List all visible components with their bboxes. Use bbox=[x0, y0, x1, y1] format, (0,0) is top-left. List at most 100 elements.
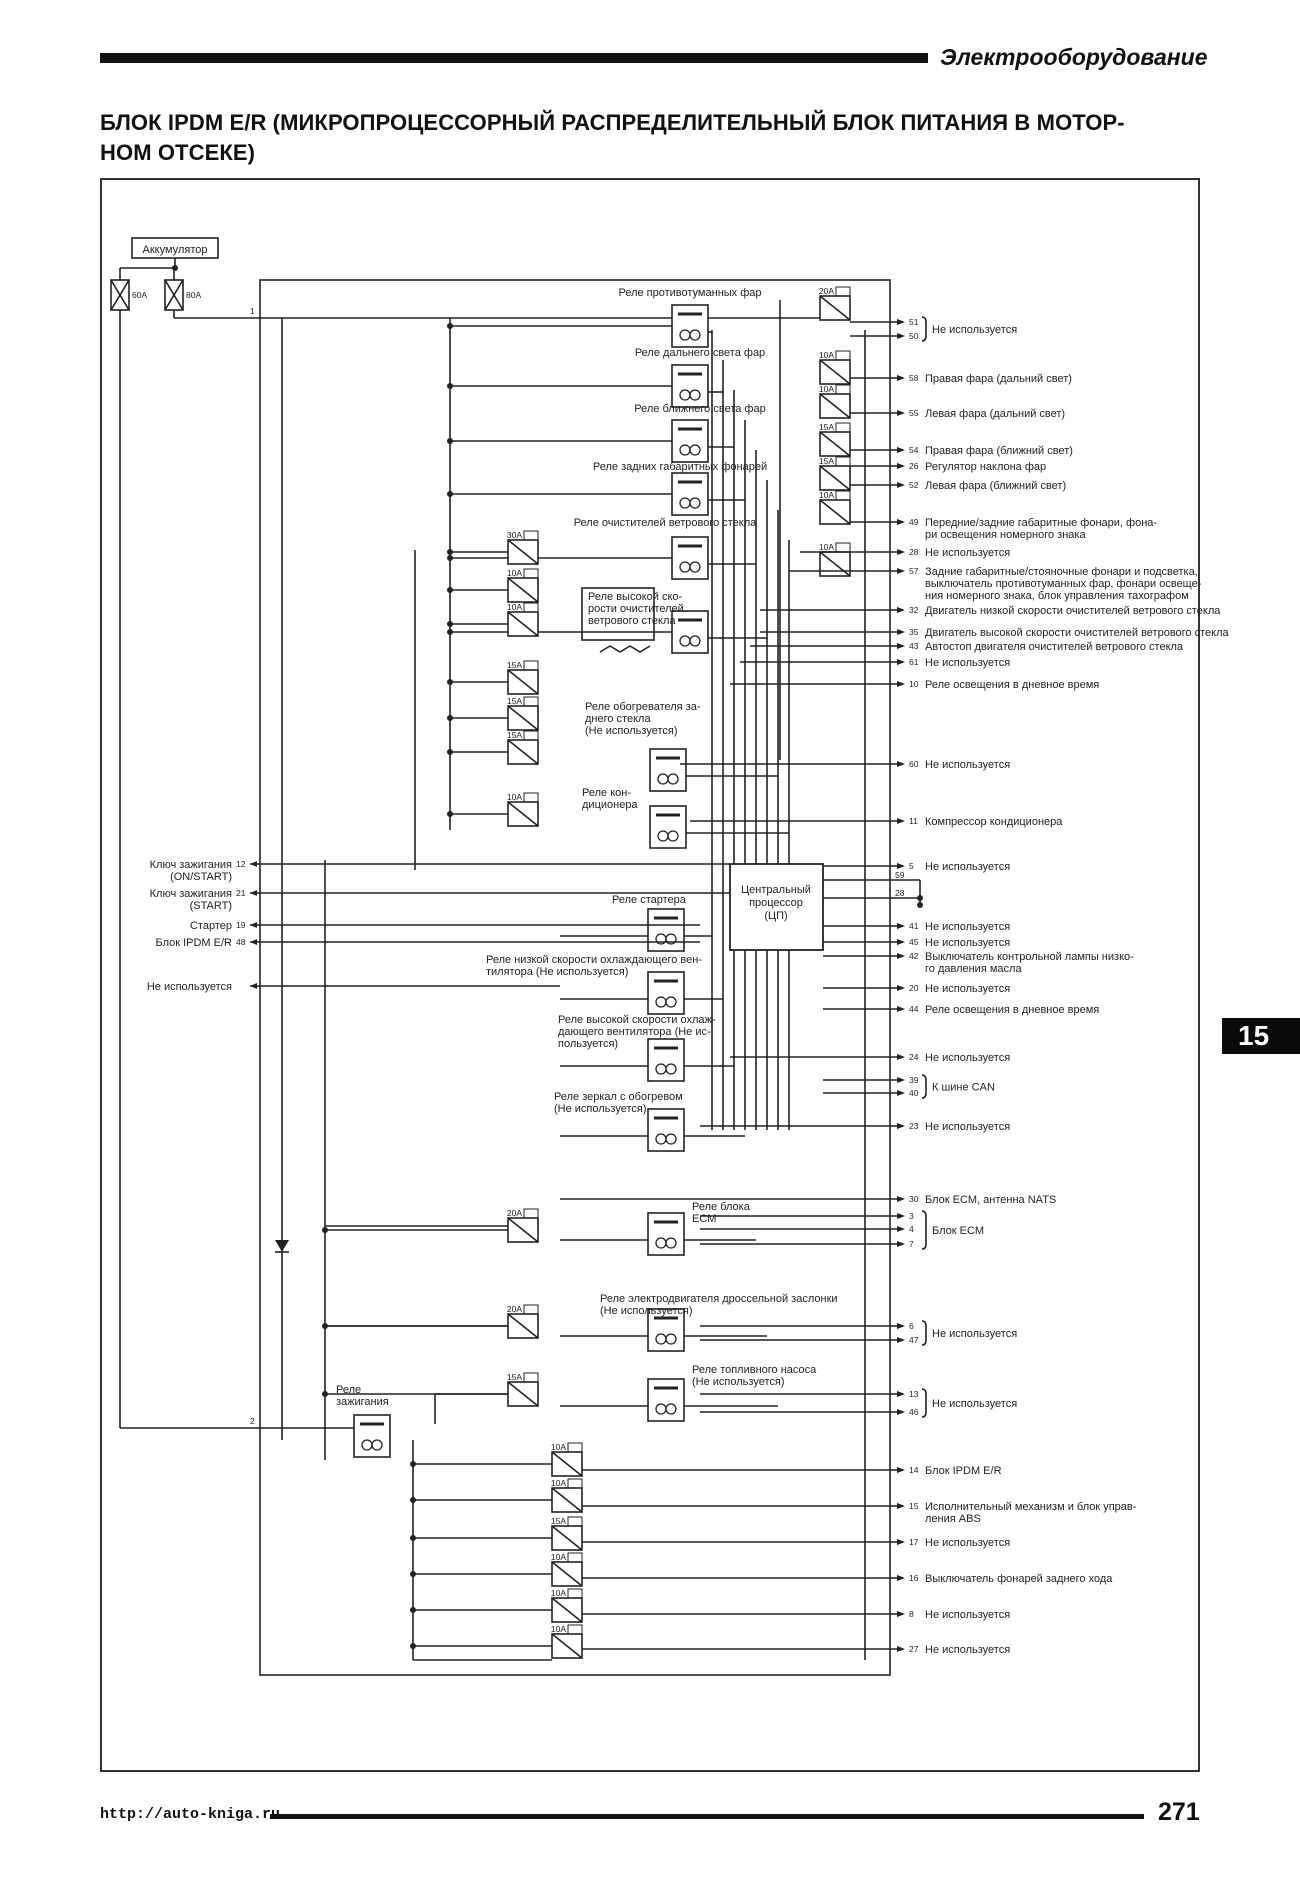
bracket bbox=[921, 1210, 927, 1250]
relay-label: ветрового стекла bbox=[588, 615, 676, 627]
fuse-rating: 15A bbox=[507, 660, 522, 670]
arrow-icon bbox=[897, 1226, 905, 1232]
relay-coil-icon bbox=[665, 1333, 677, 1345]
relay-label: Реле кон- bbox=[582, 787, 631, 799]
fuse-element bbox=[551, 1561, 583, 1587]
junction-dot bbox=[447, 438, 453, 444]
output-pin: 11 bbox=[909, 816, 918, 826]
fuse-number-box bbox=[835, 456, 851, 467]
junction-dot bbox=[447, 629, 453, 635]
output-label: Не используется bbox=[925, 547, 1010, 559]
arrow-icon bbox=[897, 463, 905, 469]
relay-label: рости очистителей bbox=[588, 603, 684, 615]
output-pin: 10 bbox=[909, 679, 919, 689]
fuse-element bbox=[507, 669, 539, 695]
arrow-icon bbox=[897, 482, 905, 488]
relay-coil-icon bbox=[689, 497, 701, 509]
output-label: Блок ECM bbox=[932, 1225, 984, 1237]
fuse-number-box bbox=[567, 1442, 583, 1453]
arrow-icon bbox=[897, 549, 905, 555]
relay-label: ECM bbox=[692, 1213, 716, 1225]
output-pin: 45 bbox=[909, 937, 919, 947]
internal-pin: 28 bbox=[895, 888, 905, 898]
output-label: Левая фара (ближний свет) bbox=[925, 480, 1066, 492]
fuse-element bbox=[507, 1381, 539, 1407]
relay-label: днего стекла bbox=[585, 713, 651, 725]
output-label: го давления масла bbox=[925, 963, 1022, 975]
battery-label: Аккумулятор bbox=[143, 244, 208, 256]
relay-label: (Не используется) bbox=[554, 1103, 647, 1115]
input-label: Блок IPDM E/R bbox=[155, 937, 232, 949]
fuse-number-box bbox=[835, 350, 851, 361]
output-pin: 30 bbox=[909, 1194, 919, 1204]
fuse-number-box bbox=[523, 1304, 539, 1315]
arrow-icon bbox=[897, 1090, 905, 1096]
junction-dot bbox=[410, 1497, 416, 1503]
chapter-tab[interactable]: 15 bbox=[1222, 1018, 1300, 1054]
arrow-icon bbox=[897, 568, 905, 574]
arrow-icon bbox=[897, 1467, 905, 1473]
arrow-icon bbox=[897, 1213, 905, 1219]
relay-label: Реле очистителей ветрового стекла bbox=[574, 517, 757, 529]
input-pin: 48 bbox=[236, 937, 246, 947]
output-pin: 52 bbox=[909, 480, 919, 490]
cpu-box bbox=[729, 863, 824, 951]
output-pin: 60 bbox=[909, 759, 919, 769]
relay-coil-icon bbox=[667, 830, 679, 842]
arrow-icon bbox=[897, 863, 905, 869]
output-pin: 44 bbox=[909, 1004, 919, 1014]
fuse-element bbox=[507, 739, 539, 765]
relay-label-box bbox=[581, 587, 655, 641]
fuse-rating: 15A bbox=[819, 456, 834, 466]
relay-0 bbox=[671, 304, 709, 348]
relay-icon bbox=[671, 610, 709, 654]
footer-url[interactable]: http://auto-kniga.ru bbox=[100, 1806, 281, 1823]
junction-dot bbox=[410, 1643, 416, 1649]
fuse-number-box bbox=[523, 530, 539, 541]
relay-label: Реле топливного насоса bbox=[692, 1364, 817, 1376]
relay-icon bbox=[647, 1308, 685, 1352]
output-label: Не используется bbox=[925, 1609, 1010, 1621]
footer-rule bbox=[270, 1814, 1144, 1819]
output-label: Не используется bbox=[932, 1398, 1017, 1410]
output-label: Задние габаритные/стояночные фонари и по… bbox=[925, 566, 1198, 578]
relay-icon bbox=[647, 971, 685, 1015]
output-pin: 8 bbox=[909, 1609, 914, 1619]
relay-label: Реле высокой ско- bbox=[588, 591, 682, 603]
output-pin: 51 bbox=[909, 317, 919, 327]
fuse-rating: 10A bbox=[819, 350, 834, 360]
input-label: Ключ зажигания bbox=[150, 859, 232, 871]
arrow-icon bbox=[897, 953, 905, 959]
output-pin: 3 bbox=[909, 1211, 914, 1221]
arrow-icon bbox=[897, 1575, 905, 1581]
resistor-icon bbox=[599, 645, 651, 653]
internal-pin: 59 bbox=[895, 870, 905, 880]
output-label: К шине CAN bbox=[932, 1082, 995, 1094]
relay-icon bbox=[649, 805, 687, 849]
output-label: Правая фара (дальний свет) bbox=[925, 373, 1072, 385]
relay-label: пользуется) bbox=[558, 1038, 618, 1050]
relay-icon bbox=[671, 364, 709, 408]
fuse-rating: 20A bbox=[507, 1208, 522, 1218]
relay-coil-icon bbox=[689, 561, 701, 573]
relay-coil-icon bbox=[665, 1237, 677, 1249]
relay-icon bbox=[647, 908, 685, 952]
fuse-rating: 10A bbox=[507, 568, 522, 578]
arrow-icon bbox=[250, 939, 257, 945]
relay-icon bbox=[647, 1038, 685, 1082]
output-label: Передние/задние габаритные фонари, фона- bbox=[925, 517, 1157, 529]
fuse-number-box bbox=[567, 1624, 583, 1635]
output-pin: 47 bbox=[909, 1335, 919, 1345]
relay-label: Реле низкой скорости охлаждающего вен- bbox=[486, 954, 702, 966]
junction-dot bbox=[322, 1227, 328, 1233]
output-label: Не используется bbox=[932, 1328, 1017, 1340]
junction-dot bbox=[410, 1571, 416, 1577]
fuse-rating: 20A bbox=[507, 1304, 522, 1314]
fuse-rating: 10A bbox=[819, 490, 834, 500]
output-label: Не используется bbox=[925, 1644, 1010, 1656]
fuse-element bbox=[551, 1451, 583, 1477]
arrow-icon bbox=[250, 861, 257, 867]
output-pin: 32 bbox=[909, 605, 919, 615]
arrow-icon bbox=[897, 1409, 905, 1415]
